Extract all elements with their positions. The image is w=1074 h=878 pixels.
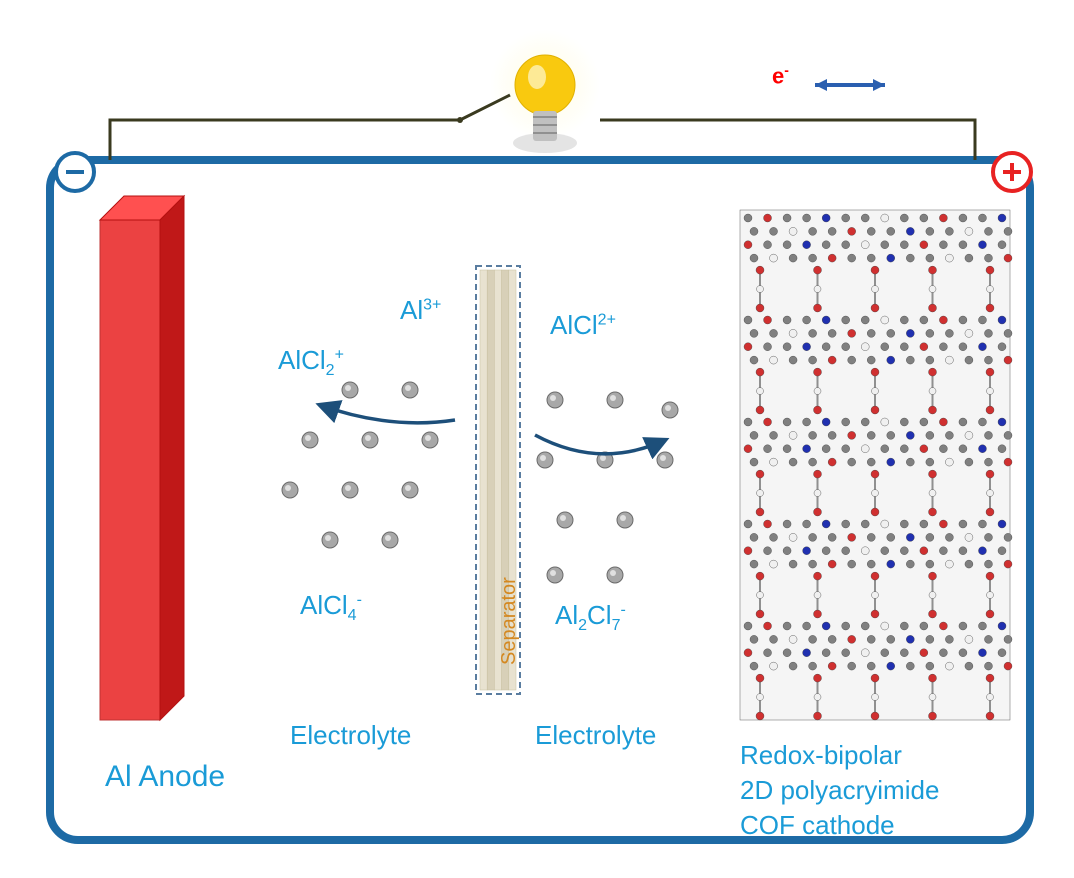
electron-label: e- [772, 62, 789, 89]
ion-alcl2-plus: AlCl2+ [278, 345, 344, 380]
bulb-highlight [528, 65, 546, 89]
wire-right [600, 120, 975, 160]
cathode-label-1: Redox-bipolar [740, 740, 902, 771]
ion-al3: Al3+ [400, 295, 441, 326]
arrow-left-icon [320, 405, 455, 423]
arrow-right-icon [535, 435, 665, 454]
electrolyte-right-label: Electrolyte [535, 720, 656, 751]
separator-label: Separator [498, 577, 521, 665]
cathode-label-2: 2D polyacryimide [740, 775, 939, 806]
anode-front [100, 220, 160, 720]
anode-label: Al Anode [105, 760, 225, 794]
wire-left [110, 120, 460, 160]
cathode-structure [740, 210, 1012, 720]
anode-side [160, 196, 184, 720]
ion-alcl-2plus: AlCl2+ [550, 310, 616, 341]
cathode-label-3: COF cathode [740, 810, 895, 841]
bulb-glass-icon [515, 55, 575, 115]
electrolyte-left-label: Electrolyte [290, 720, 411, 751]
ion-al2cl7-minus: Al2Cl7- [555, 600, 626, 635]
separator-stripe [480, 270, 487, 690]
separator-stripe [487, 270, 494, 690]
ion-alcl4-minus: AlCl4- [300, 590, 362, 625]
